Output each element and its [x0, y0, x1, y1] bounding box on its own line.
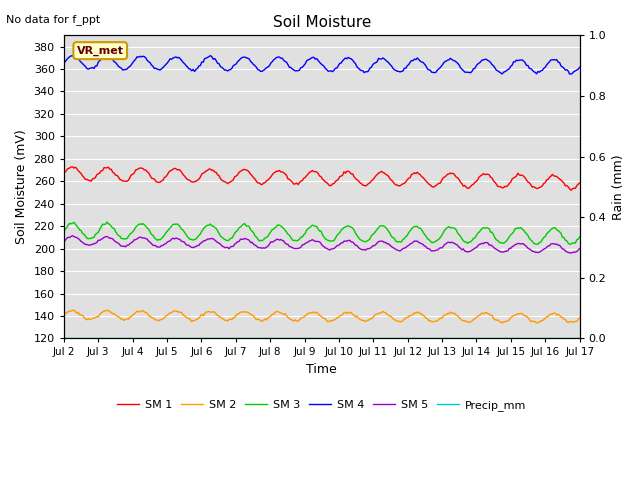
Line: SM 4: SM 4	[64, 55, 580, 74]
SM 4	[215, 61, 223, 67]
SM 5	[548, 241, 556, 247]
Precip_mm	[124, 336, 131, 341]
SM 3	[215, 230, 223, 236]
Line: SM 5: SM 5	[64, 236, 580, 253]
SM 2	[232, 312, 240, 318]
SM 4	[125, 64, 132, 70]
SM 4	[287, 64, 294, 70]
SM 3	[576, 234, 584, 240]
SM 5	[241, 236, 249, 241]
SM 1	[60, 169, 68, 175]
Legend: SM 1, SM 2, SM 3, SM 4, SM 5, Precip_mm: SM 1, SM 2, SM 3, SM 4, SM 5, Precip_mm	[113, 396, 531, 415]
SM 2	[498, 320, 506, 326]
Y-axis label: Soil Moisture (mV): Soil Moisture (mV)	[15, 130, 28, 244]
SM 3	[103, 219, 111, 225]
SM 4	[566, 71, 573, 77]
SM 3	[534, 241, 542, 247]
SM 5	[68, 233, 76, 239]
SM 2	[241, 309, 249, 315]
SM 4	[103, 52, 111, 58]
SM 1	[241, 167, 249, 172]
SM 5	[232, 240, 240, 246]
Precip_mm	[231, 336, 239, 341]
SM 3	[232, 228, 240, 234]
Precip_mm	[239, 336, 247, 341]
Precip_mm	[285, 336, 293, 341]
SM 3	[550, 225, 557, 230]
Line: SM 3: SM 3	[64, 222, 580, 244]
SM 1	[215, 173, 223, 179]
Title: Soil Moisture: Soil Moisture	[273, 15, 371, 30]
SM 4	[548, 57, 556, 63]
SM 5	[576, 246, 584, 252]
SM 2	[576, 314, 584, 320]
SM 2	[125, 316, 132, 322]
SM 1	[232, 173, 240, 179]
X-axis label: Time: Time	[307, 363, 337, 376]
Text: No data for f_ppt: No data for f_ppt	[6, 14, 100, 25]
Y-axis label: Rain (mm): Rain (mm)	[612, 154, 625, 220]
SM 2	[215, 313, 223, 319]
Line: SM 2: SM 2	[64, 310, 580, 323]
SM 4	[576, 64, 584, 70]
SM 2	[60, 312, 68, 317]
SM 1	[287, 178, 294, 183]
SM 2	[550, 311, 557, 316]
SM 1	[548, 171, 556, 177]
SM 2	[287, 317, 294, 323]
SM 4	[232, 61, 240, 67]
Precip_mm	[547, 336, 555, 341]
SM 1	[125, 177, 132, 183]
SM 4	[241, 54, 249, 60]
Precip_mm	[576, 336, 584, 341]
SM 2	[70, 307, 77, 313]
SM 3	[241, 221, 249, 227]
SM 5	[60, 239, 68, 245]
SM 3	[60, 229, 68, 235]
SM 5	[567, 250, 575, 256]
Precip_mm	[214, 336, 221, 341]
SM 5	[215, 240, 223, 246]
Line: SM 1: SM 1	[64, 167, 580, 190]
SM 5	[287, 244, 294, 250]
SM 3	[287, 235, 294, 240]
Precip_mm	[60, 336, 68, 341]
SM 1	[68, 164, 76, 170]
SM 1	[567, 187, 575, 193]
Text: VR_met: VR_met	[77, 46, 124, 56]
SM 3	[125, 233, 132, 239]
SM 4	[60, 60, 68, 66]
SM 1	[576, 180, 584, 186]
SM 5	[125, 242, 132, 248]
